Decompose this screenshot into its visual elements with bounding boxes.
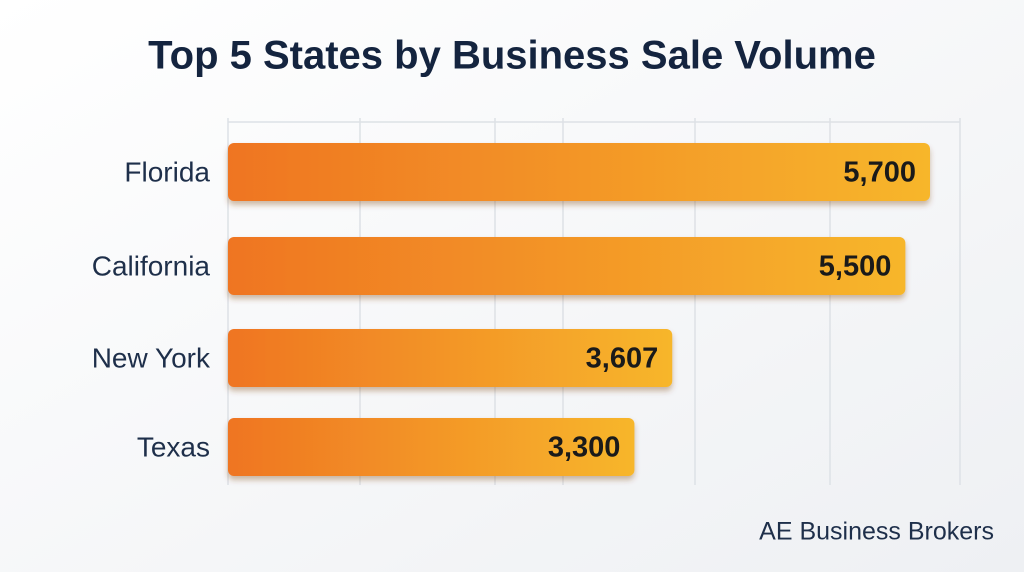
bar xyxy=(228,329,673,387)
value-label: 5,500 xyxy=(819,251,892,283)
value-label: 3,607 xyxy=(586,343,659,375)
category-label: New York xyxy=(92,342,211,373)
chart-title: Top 5 States by Business Sale Volume xyxy=(148,34,876,78)
category-label: California xyxy=(92,250,211,281)
category-label: Texas xyxy=(137,431,210,462)
bar xyxy=(228,418,635,476)
bar xyxy=(228,237,906,295)
bar xyxy=(228,143,930,201)
value-label: 3,300 xyxy=(548,432,621,464)
value-label: 5,700 xyxy=(843,157,916,189)
category-label: Florida xyxy=(124,156,210,187)
source: AE Business Brokers xyxy=(759,518,994,546)
